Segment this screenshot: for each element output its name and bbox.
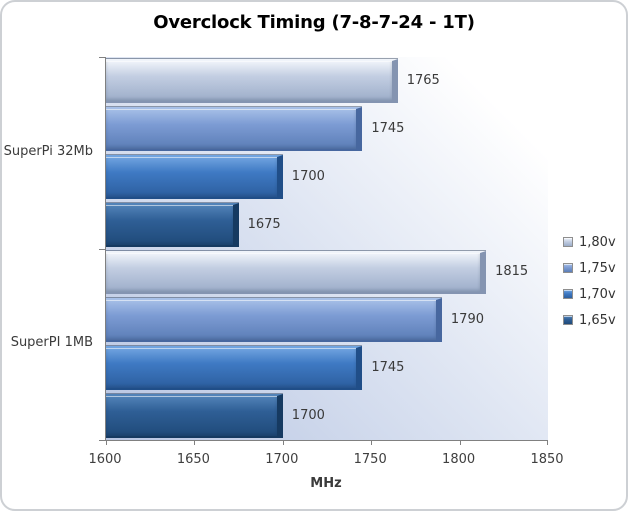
x-axis-tick	[194, 440, 196, 445]
x-axis-tick	[282, 440, 284, 445]
x-axis-tick-label: 1650	[176, 452, 210, 467]
category-axis-tick	[99, 440, 105, 441]
legend-item-1-70v: 1,70v	[563, 281, 616, 307]
x-axis-tick-label: 1750	[353, 452, 387, 467]
bar-superpi-1mb-1-75v	[106, 298, 442, 343]
category-label-superpi-32mb: SuperPi 32Mb	[3, 143, 93, 159]
x-axis-tick	[547, 440, 548, 445]
legend-label: 1,65v	[579, 312, 616, 328]
plot-area	[99, 57, 548, 445]
bar-value-label: 1700	[291, 408, 325, 424]
bar-value-label: 1745	[371, 360, 405, 376]
legend-item-1-65v: 1,65v	[563, 307, 616, 333]
x-axis-title: MHz	[310, 476, 342, 491]
bar-superpi-1mb-1-70v	[106, 346, 363, 391]
bar-superpi-32mb-1-70v	[106, 154, 283, 199]
bar-superpi-32mb-1-80v	[106, 59, 398, 103]
bar-value-label: 1700	[291, 168, 325, 184]
bar-value-label: 1675	[247, 216, 281, 232]
bar-value-label: 1765	[406, 72, 440, 88]
legend-label: 1,80v	[579, 234, 616, 250]
bar-value-label: 1745	[371, 120, 405, 136]
x-axis-tick-label: 1600	[88, 452, 122, 467]
bar-value-label: 1790	[450, 312, 484, 328]
category-axis-tick	[99, 57, 105, 58]
legend-swatch-icon	[563, 263, 573, 273]
bar-superpi-32mb-1-75v	[106, 106, 363, 151]
x-axis-tick	[371, 440, 373, 445]
legend-item-1-80v: 1,80v	[563, 229, 616, 255]
category-label-superpi-1mb: SuperPI 1MB	[10, 335, 93, 351]
bar-superpi-1mb-1-65v	[106, 394, 283, 438]
bar-superpi-32mb-1-65v	[106, 202, 239, 247]
legend-swatch-icon	[563, 289, 573, 299]
category-axis-tick	[99, 248, 105, 250]
legend-label: 1,70v	[579, 286, 616, 302]
bar-value-label: 1815	[495, 264, 529, 280]
chart-title: Overclock Timing (7-8-7-24 - 1T)	[153, 12, 475, 33]
legend: 1,80v 1,75v 1,70v 1,65v	[563, 229, 616, 333]
legend-item-1-75v: 1,75v	[563, 255, 616, 281]
legend-swatch-icon	[563, 315, 573, 325]
legend-swatch-icon	[563, 237, 573, 247]
x-axis-tick-label: 1800	[442, 452, 476, 467]
x-axis-tick	[459, 440, 461, 445]
x-axis-tick-label: 1700	[265, 452, 299, 467]
bar-superpi-1mb-1-80v	[106, 250, 487, 295]
x-axis-tick-label: 1850	[530, 452, 564, 467]
legend-label: 1,75v	[579, 260, 616, 276]
x-axis-tick	[106, 440, 107, 445]
